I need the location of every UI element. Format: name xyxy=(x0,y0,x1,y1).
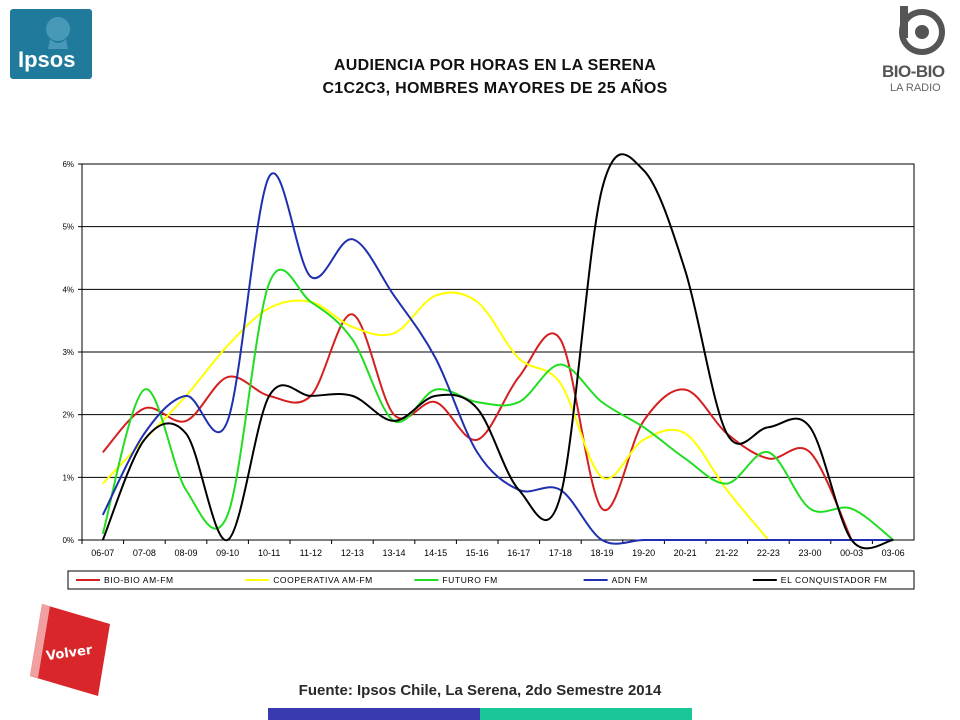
x-tick-label: 07-08 xyxy=(133,548,156,558)
legend-label: FUTURO FM xyxy=(442,575,497,585)
chart-title-line1: AUDIENCIA POR HORAS EN LA SERENA xyxy=(333,57,657,74)
x-tick-label: 22-23 xyxy=(757,548,780,558)
x-tick-label: 14-15 xyxy=(424,548,447,558)
x-tick-label: 08-09 xyxy=(174,548,197,558)
legend-label: EL CONQUISTADOR FM xyxy=(781,575,888,585)
biobio-logo-line2: LA RADIO xyxy=(890,82,941,94)
footer-bar-blue xyxy=(268,708,480,720)
x-tick-label: 18-19 xyxy=(590,548,613,558)
series-line-3 xyxy=(101,172,894,545)
chart-title-line2: C1C2C3, HOMBRES MAYORES DE 25 AÑOS xyxy=(322,80,668,97)
x-tick-label: 06-07 xyxy=(91,548,114,558)
x-tick-label: 03-06 xyxy=(882,548,905,558)
y-tick-label: 0% xyxy=(62,536,74,545)
ipsos-logo-text: Ipsos xyxy=(18,47,76,72)
series-line-1 xyxy=(102,291,770,541)
legend-label: COOPERATIVA AM-FM xyxy=(273,575,373,585)
line-chart: 0% 1% 2% 3% 4% 5% 6% 06-07 07-08 08-09 09-10 10-11 1… xyxy=(30,148,930,613)
x-tick-label: 20-21 xyxy=(674,548,697,558)
source-note: Fuente: Ipsos Chile, La Serena, 2do Seme… xyxy=(298,682,662,699)
biobio-logo-line1: BIO-BIO xyxy=(882,62,945,81)
x-tick-label: 23-00 xyxy=(798,548,821,558)
x-tick-label: 12-13 xyxy=(341,548,364,558)
x-tick-label: 13-14 xyxy=(382,548,405,558)
ipsos-logo: Ipsos xyxy=(10,9,92,79)
x-tick-label: 00-03 xyxy=(840,548,863,558)
y-tick-label: 1% xyxy=(62,473,74,482)
x-tick-label: 10-11 xyxy=(258,548,280,558)
legend-label: BIO-BIO AM-FM xyxy=(104,575,174,585)
x-tick-label: 15-16 xyxy=(466,548,489,558)
series-line-4 xyxy=(101,153,894,550)
legend-box xyxy=(67,570,915,590)
footer-bar-green xyxy=(480,708,692,720)
y-tick-label: 3% xyxy=(62,348,74,357)
x-tick-label: 17-18 xyxy=(549,548,572,558)
series-line-2 xyxy=(101,268,894,541)
biobio-logo: BIO-BIO LA RADIO xyxy=(880,6,955,101)
y-tick-label: 4% xyxy=(62,285,74,294)
y-tick-label: 5% xyxy=(62,223,74,232)
y-tick-label: 2% xyxy=(62,411,74,420)
volver-button[interactable]: Volver xyxy=(28,602,112,698)
line-chart-svg: 0% 1% 2% 3% 4% 5% 6% 06-07 07-08 08-09 09-10 10-11 1… xyxy=(62,153,915,590)
x-tick-label: 11-12 xyxy=(300,548,322,558)
x-tick-label: 19-20 xyxy=(632,548,655,558)
legend-label: ADN FM xyxy=(612,575,648,585)
x-tick-label: 21-22 xyxy=(715,548,738,558)
x-tick-label: 09-10 xyxy=(216,548,239,558)
x-tick-label: 16-17 xyxy=(507,548,530,558)
y-tick-label: 6% xyxy=(62,160,74,169)
